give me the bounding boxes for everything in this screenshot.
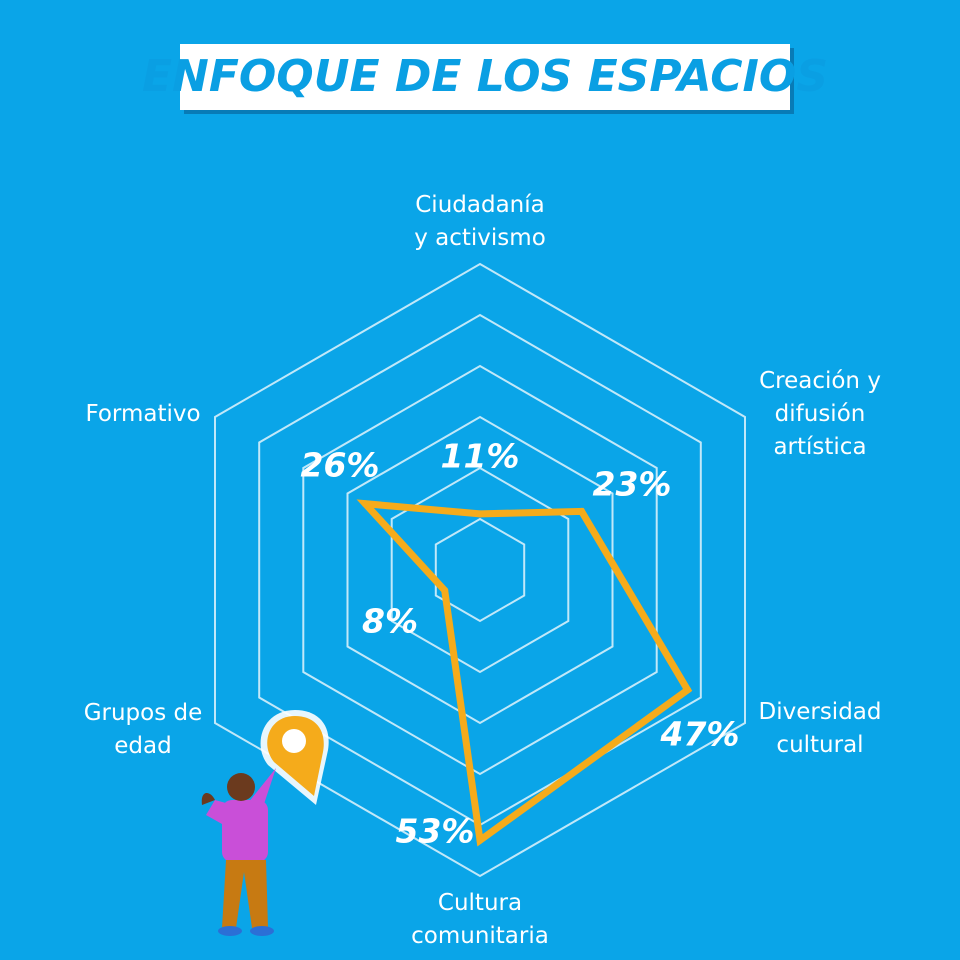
data-point [476,510,484,518]
category-label: difusión [775,401,866,427]
data-point [361,500,369,508]
category-label: Grupos de [84,700,203,726]
chart-title: ENFOQUE DE LOS ESPACIOS [142,51,828,102]
category-label: Formativo [85,401,200,427]
category-label: artística [773,434,866,460]
grid-ring [390,466,570,674]
value-label: 47% [660,715,740,754]
data-point [578,507,586,515]
grid-ring [214,262,746,878]
category-label: Ciudadanía [415,192,544,218]
grid-ring [434,517,526,623]
category-label: Creación y [759,368,881,394]
category-label: Diversidad [759,699,882,725]
title-box [180,44,790,110]
value-label: 53% [396,812,475,851]
category-label: y activismo [414,225,546,251]
data-point [441,586,449,594]
value-label: 11% [441,437,520,476]
value-label: 8% [362,602,418,641]
value-label: 23% [593,465,672,504]
category-label: cultural [776,732,863,758]
category-label: Cultura [438,890,522,916]
grid-ring [302,364,658,776]
illustration [201,710,329,936]
series [356,499,693,847]
category-label: comunitaria [411,923,549,949]
data-point [684,686,692,694]
category-label: edad [114,733,171,759]
value-label: 26% [301,446,380,485]
labels: 11% 23% 47% 53% 8% 26% Ciudadanía y activismo Cr… [84,192,882,949]
grid-ring [346,415,614,725]
data-point [476,836,484,844]
